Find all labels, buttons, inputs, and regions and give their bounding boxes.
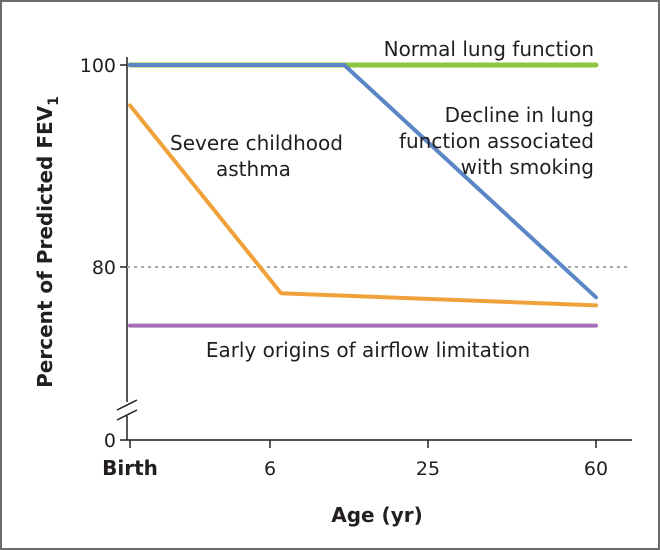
x-axis-title: Age (yr) bbox=[331, 503, 423, 527]
y-axis-title: Percent of Predicted FEV1 bbox=[33, 96, 62, 388]
label-asthma-line-2: asthma bbox=[216, 157, 291, 181]
x-ticks: Birth 6 25 60 bbox=[102, 440, 608, 480]
y-axis-title-main: Percent of Predicted FEV bbox=[33, 105, 57, 388]
y-tick-label-0: 0 bbox=[104, 430, 116, 452]
y-tick-label-100: 100 bbox=[80, 55, 116, 77]
label-smoking-line-3: with smoking bbox=[461, 155, 594, 179]
label-smoking-line-1: Decline in lung bbox=[445, 103, 594, 127]
x-tick-label-birth: Birth bbox=[102, 456, 158, 480]
y-ticks: 100 80 0 bbox=[80, 55, 127, 452]
x-tick-label-60: 60 bbox=[584, 458, 608, 480]
label-smoking-line-2: function associated bbox=[399, 129, 594, 153]
label-normal-lung-function: Normal lung function bbox=[384, 37, 594, 61]
series-line-severe-childhood-asthma bbox=[128, 103, 598, 308]
y-tick-label-80: 80 bbox=[92, 257, 116, 279]
label-asthma-line-1: Severe childhood bbox=[170, 131, 343, 155]
series-line-smoking-decline bbox=[128, 63, 598, 300]
label-early-origins: Early origins of airflow limitation bbox=[206, 338, 530, 362]
x-tick-label-25: 25 bbox=[416, 458, 440, 480]
y-axis-break bbox=[116, 399, 138, 421]
series-group bbox=[127, 62, 599, 328]
x-tick-label-6: 6 bbox=[264, 458, 276, 480]
y-axis-title-subscript: 1 bbox=[46, 96, 62, 106]
